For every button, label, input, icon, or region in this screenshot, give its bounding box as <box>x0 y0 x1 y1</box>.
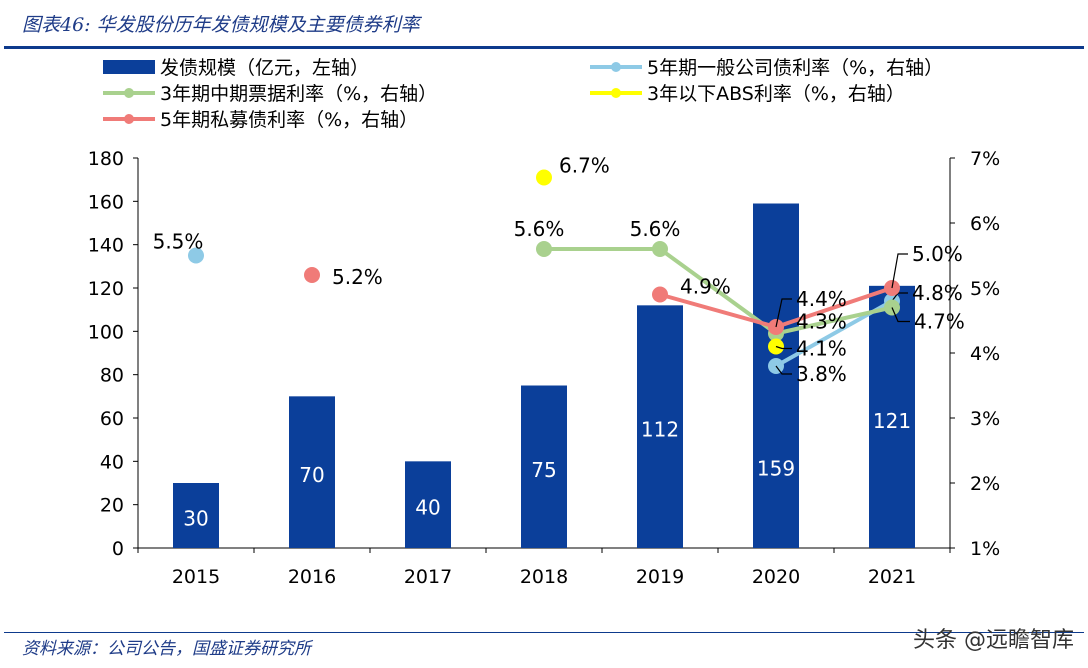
source-note: 资料来源：公司公告，国盛证券研究所 <box>22 639 311 659</box>
bar <box>521 385 567 548</box>
right-tick-label: 6% <box>970 213 1000 235</box>
legend-swatch-marker <box>611 62 621 72</box>
series-data-label: 4.9% <box>680 275 731 299</box>
right-tick-label: 1% <box>970 538 1000 560</box>
left-tick-label: 60 <box>100 408 124 430</box>
bar <box>753 203 799 548</box>
legend-label: 5年期私募债利率（%，右轴） <box>160 109 418 131</box>
left-tick-label: 120 <box>88 278 124 300</box>
series-data-label: 5.6% <box>514 217 565 241</box>
series-data-label: 5.6% <box>630 217 681 241</box>
series-data-label: 6.7% <box>559 154 610 178</box>
bar-data-label: 70 <box>299 463 324 487</box>
series-line <box>775 305 893 336</box>
x-tick-label: 2019 <box>636 566 684 588</box>
bar-data-label: 112 <box>641 418 679 442</box>
series-data-label: 4.1% <box>796 337 847 361</box>
x-tick-label: 2017 <box>404 566 452 588</box>
label-leader <box>891 307 910 323</box>
right-tick-label: 5% <box>970 278 1000 300</box>
bar-data-label: 121 <box>873 409 911 433</box>
bar-data-label: 75 <box>531 458 556 482</box>
right-tick-label: 2% <box>970 473 1000 495</box>
legend-swatch-marker <box>611 88 621 98</box>
legend-label: 3年以下ABS利率（%，右轴） <box>647 83 905 105</box>
bar <box>173 483 219 548</box>
bar-data-label: 30 <box>183 507 208 531</box>
x-tick-label: 2018 <box>520 566 568 588</box>
legend-swatch-bar <box>103 60 155 74</box>
right-tick-label: 3% <box>970 408 1000 430</box>
x-tick-label: 2020 <box>752 566 800 588</box>
right-tick-label: 4% <box>970 343 1000 365</box>
bar-data-label: 159 <box>757 457 795 481</box>
legend-label: 5年期一般公司债利率（%，右轴） <box>647 57 943 79</box>
left-tick-label: 100 <box>88 321 124 343</box>
series-data-label: 4.8% <box>912 281 963 305</box>
bar <box>637 305 683 548</box>
series-data-label: 5.0% <box>912 242 963 266</box>
footer-divider <box>4 632 1084 633</box>
figure-title: 图表46: 华发股份历年发债规模及主要债券利率 <box>22 14 420 36</box>
left-tick-label: 20 <box>100 495 124 517</box>
left-tick-label: 140 <box>88 235 124 257</box>
left-tick-label: 180 <box>88 148 124 170</box>
series-point <box>188 247 204 264</box>
left-tick-label: 160 <box>88 191 124 213</box>
series-data-label: 4.3% <box>796 310 847 334</box>
left-tick-label: 80 <box>100 365 124 387</box>
series-point <box>652 286 668 303</box>
bar <box>405 461 451 548</box>
left-tick-label: 40 <box>100 451 124 473</box>
bar-data-label: 40 <box>415 496 440 520</box>
series-line <box>775 286 893 329</box>
label-leader <box>891 253 908 289</box>
title-divider <box>4 46 1084 49</box>
series-line <box>659 292 777 329</box>
series-data-label: 5.5% <box>153 230 204 254</box>
series-point <box>536 169 552 186</box>
left-tick-label: 0 <box>112 538 124 560</box>
legend-label: 3年期中期票据利率（%，右轴） <box>160 83 437 105</box>
series-point <box>652 241 668 257</box>
x-tick-label: 2015 <box>172 566 220 588</box>
series-data-label: 3.8% <box>796 362 847 386</box>
x-tick-label: 2021 <box>868 566 916 588</box>
right-tick-label: 7% <box>970 148 1000 170</box>
bar <box>289 396 335 548</box>
x-tick-label: 2016 <box>288 566 336 588</box>
legend-swatch-marker <box>124 88 134 98</box>
series-point <box>536 241 552 257</box>
label-leader <box>775 298 792 328</box>
series-point <box>304 267 320 283</box>
series-line <box>658 247 778 336</box>
bar <box>869 285 915 548</box>
legend-swatch-marker <box>124 114 134 124</box>
chart: 0 20 40 60 80 100 120 140 160 180 1% 2% 3% 4% 5% 6% 7% 20… <box>88 57 1000 588</box>
series-data-label: 4.4% <box>796 287 847 311</box>
series-data-label: 5.2% <box>332 265 383 289</box>
series-data-label: 4.7% <box>914 310 965 334</box>
legend-label: 发债规模（亿元，左轴） <box>160 57 369 79</box>
label-leader <box>775 365 792 375</box>
watermark: 头条 @远瞻智库 <box>913 628 1074 653</box>
label-leader <box>775 345 792 350</box>
